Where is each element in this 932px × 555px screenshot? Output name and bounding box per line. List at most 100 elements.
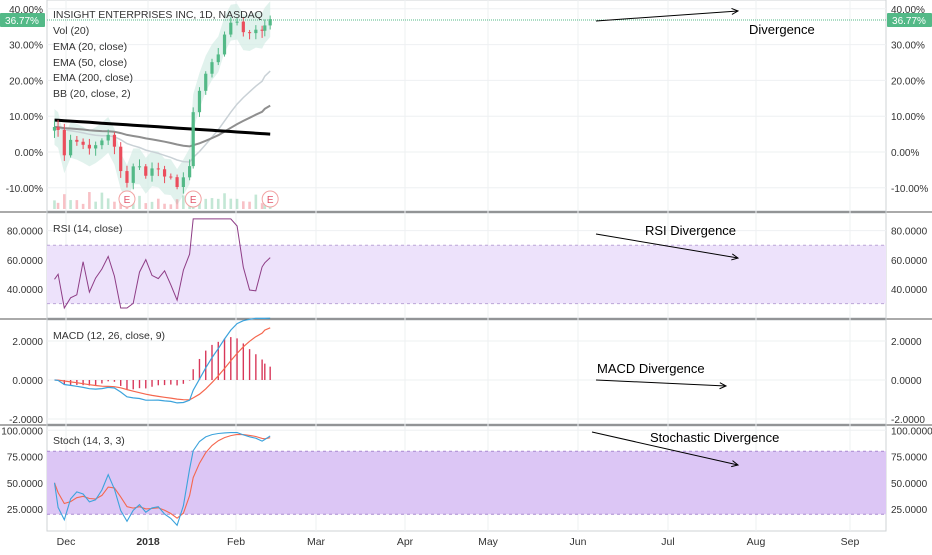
y-tick-label-left: -2.0000 bbox=[9, 415, 43, 426]
earnings-marker-label: E bbox=[190, 195, 197, 206]
candle-body bbox=[56, 127, 60, 130]
earnings-marker: E bbox=[118, 190, 136, 208]
volume-bar bbox=[94, 201, 97, 209]
x-tick-label: May bbox=[478, 536, 499, 548]
y-tick-label-right: 2.0000 bbox=[891, 337, 922, 348]
stoch-d-line bbox=[53, 433, 271, 519]
current-price-label-right: 36.77% bbox=[887, 13, 932, 27]
y-tick-label-left: 30.00% bbox=[9, 41, 43, 52]
volume-bar bbox=[254, 194, 258, 209]
pane-frame bbox=[46, 319, 887, 425]
macd-pane-title: MACD (12, 26, close, 9) bbox=[53, 330, 165, 342]
volume-bar bbox=[260, 203, 264, 209]
macd-divergence-arrow-head bbox=[719, 382, 728, 390]
stoch-band bbox=[47, 451, 886, 515]
indicator-label-ema20: EMA (20, close) bbox=[53, 41, 127, 53]
candle-body bbox=[229, 22, 233, 35]
candle-body bbox=[235, 21, 239, 23]
candle-body bbox=[247, 32, 252, 34]
y-tick-label-right: 0.0000 bbox=[891, 376, 922, 387]
indicator-label-vol: Vol (20) bbox=[53, 25, 89, 37]
earnings-marker-label: E bbox=[267, 195, 274, 206]
volume-bar bbox=[169, 204, 173, 209]
candle-body bbox=[62, 129, 66, 156]
x-tick-label: Dec bbox=[57, 536, 76, 548]
candle-body bbox=[119, 146, 123, 172]
rsi-divergence-annotation: RSI Divergence bbox=[645, 223, 736, 238]
y-tick-label-left: 0.0000 bbox=[12, 376, 43, 387]
candle-body bbox=[210, 62, 214, 74]
candle-body bbox=[137, 166, 142, 168]
indicator-label-ema200: EMA (200, close) bbox=[53, 72, 133, 84]
chart-title: INSIGHT ENTERPRISES INC, 1D, NASDAQ bbox=[53, 9, 263, 21]
volume-bar bbox=[156, 198, 160, 209]
volume-bar bbox=[138, 195, 141, 209]
candle-body bbox=[125, 171, 129, 183]
candle-body bbox=[181, 177, 185, 188]
y-tick-label-left: -10.00% bbox=[6, 184, 43, 195]
price-divergence-arrow-head bbox=[731, 7, 740, 15]
volume-bar bbox=[144, 203, 148, 209]
y-tick-label-right: 25.0000 bbox=[891, 505, 928, 516]
macd-divergence-arrow bbox=[595, 379, 727, 387]
earnings-marker-circle bbox=[261, 190, 279, 208]
candle-body bbox=[222, 34, 227, 55]
y-tick-label-right: 20.00% bbox=[891, 76, 925, 87]
candle-body bbox=[144, 166, 148, 176]
rsi-band bbox=[47, 245, 886, 304]
y-tick-label-left: 40.0000 bbox=[7, 285, 44, 296]
macd-line bbox=[54, 317, 271, 404]
y-tick-label-right: 0.00% bbox=[891, 148, 919, 159]
volume-bar bbox=[100, 192, 104, 209]
current-price-label-left: 36.77% bbox=[0, 13, 45, 27]
stoch-divergence-arrow-head bbox=[731, 460, 740, 468]
macd-divergence-annotation: MACD Divergence bbox=[597, 361, 705, 376]
earnings-marker: E bbox=[184, 190, 202, 208]
y-tick-label-right: 30.00% bbox=[891, 41, 925, 52]
y-tick-label-left: 100.0000 bbox=[1, 426, 43, 437]
volume-bar bbox=[63, 194, 66, 209]
stoch-divergence-arrow bbox=[591, 431, 739, 466]
y-tick-label-left: 60.0000 bbox=[7, 256, 44, 267]
x-tick-label: Jun bbox=[570, 536, 587, 548]
y-tick-label-left: 80.0000 bbox=[7, 227, 44, 238]
candle-body bbox=[150, 168, 154, 176]
x-tick-label: Apr bbox=[397, 536, 414, 548]
y-tick-label-right: 50.0000 bbox=[891, 479, 928, 490]
rsi-line bbox=[54, 218, 271, 310]
volume-bar bbox=[75, 200, 79, 209]
y-tick-label-left: 10.00% bbox=[9, 112, 43, 123]
volume-bar bbox=[204, 198, 208, 209]
volume-bar bbox=[150, 201, 154, 209]
candle-body bbox=[169, 176, 173, 178]
y-tick-label-right: 60.0000 bbox=[891, 256, 928, 267]
volume-bar bbox=[113, 201, 116, 209]
y-tick-label-right: -2.0000 bbox=[891, 415, 925, 426]
y-tick-label-right: 100.0000 bbox=[891, 426, 932, 437]
candle-body bbox=[94, 145, 98, 149]
x-tick-label: Jul bbox=[661, 536, 674, 548]
candle-body bbox=[197, 90, 202, 113]
volume-bar bbox=[235, 198, 239, 209]
volume-bar bbox=[53, 200, 56, 209]
volume-bar bbox=[223, 193, 226, 209]
volume-bar bbox=[56, 202, 60, 209]
macd-signal-line bbox=[54, 327, 271, 401]
stoch-pane bbox=[47, 431, 886, 527]
volume-bar bbox=[81, 203, 85, 209]
volume-bar bbox=[182, 195, 185, 209]
candle-body bbox=[112, 134, 117, 147]
candle-body bbox=[254, 29, 258, 34]
candle-body bbox=[188, 166, 192, 178]
stoch-pane-title: Stoch (14, 3, 3) bbox=[53, 435, 125, 447]
candle-body bbox=[260, 29, 264, 31]
candle-body bbox=[131, 166, 135, 183]
bollinger-band-fill bbox=[54, 1, 271, 205]
candle-body bbox=[204, 73, 208, 91]
x-tick-label: Mar bbox=[307, 536, 326, 548]
y-tick-label-left: 25.0000 bbox=[7, 505, 44, 516]
volume-bar bbox=[248, 201, 251, 209]
price-divergence-arrow bbox=[595, 10, 739, 22]
stoch-k-line bbox=[53, 431, 271, 527]
